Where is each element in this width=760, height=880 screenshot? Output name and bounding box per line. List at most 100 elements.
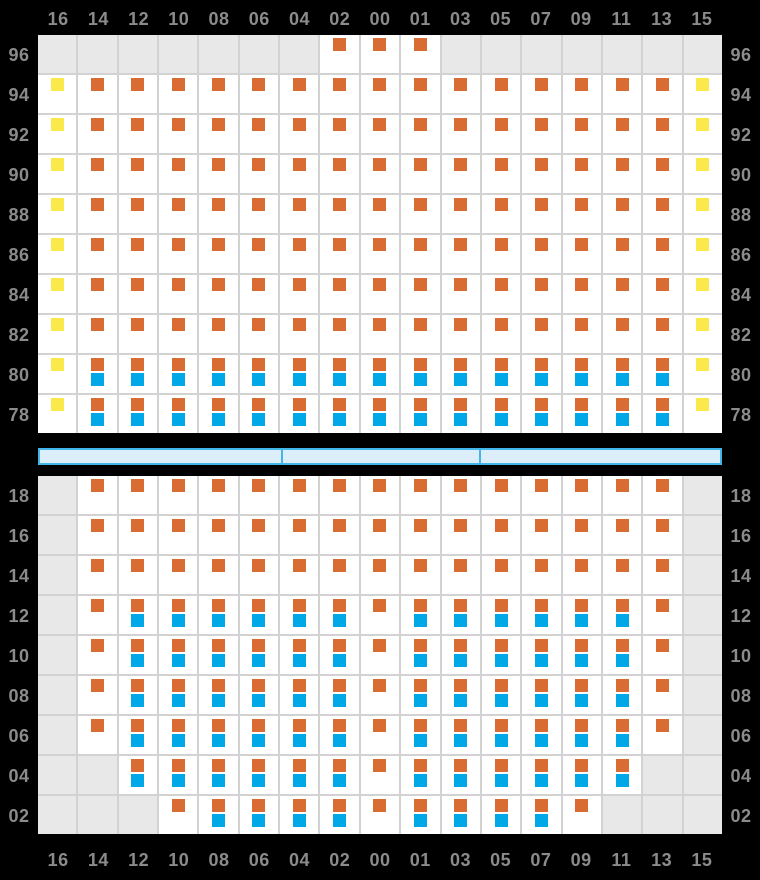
seat-cell[interactable] <box>401 756 440 794</box>
seat-cell[interactable] <box>239 716 279 754</box>
seat-cell[interactable] <box>159 75 198 113</box>
seat-cell[interactable] <box>320 516 359 554</box>
seat-cell[interactable] <box>159 676 198 714</box>
seat-cell[interactable] <box>562 636 601 674</box>
seat-cell[interactable] <box>239 275 279 313</box>
seat-cell[interactable] <box>602 395 642 433</box>
seat-cell[interactable] <box>360 395 400 433</box>
seat-cell[interactable] <box>401 195 440 233</box>
seat-cell[interactable] <box>159 195 198 233</box>
seat-cell[interactable] <box>38 75 77 113</box>
seat-cell[interactable] <box>441 676 480 714</box>
seat-cell[interactable] <box>159 235 198 273</box>
seat-cell[interactable] <box>441 395 480 433</box>
seat-cell[interactable] <box>643 275 682 313</box>
seat-cell[interactable] <box>320 596 359 634</box>
seat-cell[interactable] <box>320 676 359 714</box>
seat-cell[interactable] <box>159 476 198 514</box>
seat-cell[interactable] <box>522 355 561 393</box>
seat-cell[interactable] <box>78 596 117 634</box>
seat-cell[interactable] <box>562 195 601 233</box>
seat-cell[interactable] <box>360 35 400 73</box>
seat-cell[interactable] <box>643 716 682 754</box>
seat-cell[interactable] <box>360 796 400 834</box>
seat-cell[interactable] <box>441 476 480 514</box>
seat-cell[interactable] <box>481 235 521 273</box>
seat-cell[interactable] <box>562 355 601 393</box>
seat-cell[interactable] <box>320 556 359 594</box>
seat-cell[interactable] <box>199 155 238 193</box>
seat-cell[interactable] <box>643 596 682 634</box>
seat-cell[interactable] <box>360 115 400 153</box>
seat-cell[interactable] <box>280 756 319 794</box>
seat-cell[interactable] <box>280 676 319 714</box>
seat-cell[interactable] <box>522 676 561 714</box>
seat-cell[interactable] <box>78 155 117 193</box>
seat-cell[interactable] <box>320 476 359 514</box>
seat-cell[interactable] <box>159 115 198 153</box>
seat-cell[interactable] <box>280 275 319 313</box>
seat-cell[interactable] <box>522 796 561 834</box>
seat-cell[interactable] <box>118 756 158 794</box>
seat-cell[interactable] <box>239 155 279 193</box>
seat-cell[interactable] <box>38 355 77 393</box>
seat-cell[interactable] <box>118 395 158 433</box>
seat-cell[interactable] <box>78 355 117 393</box>
seat-cell[interactable] <box>159 796 198 834</box>
seat-cell[interactable] <box>280 315 319 353</box>
seat-cell[interactable] <box>78 195 117 233</box>
seat-cell[interactable] <box>159 756 198 794</box>
seat-cell[interactable] <box>320 235 359 273</box>
seat-cell[interactable] <box>441 275 480 313</box>
seat-cell[interactable] <box>643 516 682 554</box>
seat-cell[interactable] <box>643 355 682 393</box>
seat-cell[interactable] <box>481 315 521 353</box>
seat-cell[interactable] <box>360 636 400 674</box>
seat-cell[interactable] <box>401 716 440 754</box>
seat-cell[interactable] <box>239 115 279 153</box>
seat-cell[interactable] <box>643 115 682 153</box>
seat-cell[interactable] <box>320 195 359 233</box>
seat-cell[interactable] <box>118 235 158 273</box>
seat-cell[interactable] <box>280 516 319 554</box>
seat-cell[interactable] <box>78 676 117 714</box>
seat-cell[interactable] <box>38 195 77 233</box>
seat-cell[interactable] <box>683 75 722 113</box>
seat-cell[interactable] <box>320 315 359 353</box>
seat-cell[interactable] <box>481 355 521 393</box>
seat-cell[interactable] <box>239 676 279 714</box>
seat-cell[interactable] <box>239 516 279 554</box>
seat-cell[interactable] <box>320 796 359 834</box>
seat-cell[interactable] <box>602 275 642 313</box>
seat-cell[interactable] <box>78 275 117 313</box>
seat-cell[interactable] <box>643 235 682 273</box>
seat-cell[interactable] <box>602 756 642 794</box>
seat-cell[interactable] <box>280 636 319 674</box>
seat-cell[interactable] <box>643 195 682 233</box>
seat-cell[interactable] <box>118 315 158 353</box>
seat-cell[interactable] <box>360 476 400 514</box>
seat-cell[interactable] <box>118 155 158 193</box>
seat-cell[interactable] <box>199 395 238 433</box>
seat-cell[interactable] <box>199 355 238 393</box>
seat-cell[interactable] <box>239 476 279 514</box>
seat-cell[interactable] <box>360 596 400 634</box>
seat-cell[interactable] <box>280 235 319 273</box>
seat-cell[interactable] <box>522 636 561 674</box>
seat-cell[interactable] <box>401 75 440 113</box>
seat-cell[interactable] <box>78 235 117 273</box>
seat-cell[interactable] <box>38 395 77 433</box>
seat-cell[interactable] <box>199 516 238 554</box>
seat-cell[interactable] <box>481 395 521 433</box>
seat-cell[interactable] <box>481 756 521 794</box>
seat-cell[interactable] <box>401 35 440 73</box>
seat-cell[interactable] <box>481 796 521 834</box>
seat-cell[interactable] <box>239 355 279 393</box>
seat-cell[interactable] <box>199 556 238 594</box>
seat-cell[interactable] <box>118 355 158 393</box>
seat-cell[interactable] <box>360 195 400 233</box>
seat-cell[interactable] <box>441 716 480 754</box>
seat-cell[interactable] <box>118 476 158 514</box>
seat-cell[interactable] <box>401 636 440 674</box>
seat-cell[interactable] <box>481 636 521 674</box>
